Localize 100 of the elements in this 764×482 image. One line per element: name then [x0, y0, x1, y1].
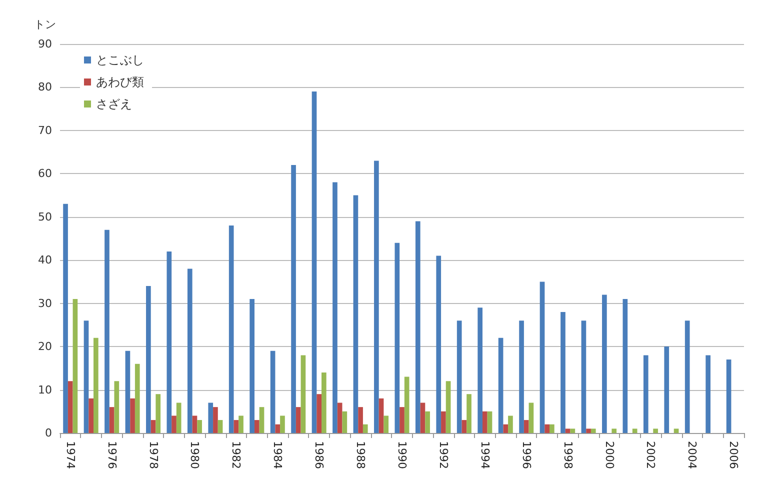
- bar: [94, 338, 98, 433]
- bar: [528, 402, 534, 433]
- y-tick-label: 0: [45, 426, 52, 440]
- bar: [197, 420, 202, 433]
- bar: [664, 346, 670, 433]
- y-tick-label: 10: [38, 383, 52, 396]
- y-axis-title: トン: [34, 18, 56, 31]
- bar: [238, 416, 244, 433]
- bar: [441, 411, 446, 433]
- bar: [415, 221, 420, 433]
- bar: [425, 411, 430, 433]
- y-tick-label: 30: [38, 296, 52, 310]
- y-tick-label: 40: [38, 254, 52, 267]
- bar: [550, 424, 554, 433]
- bar: [404, 376, 410, 433]
- bar: [590, 428, 596, 433]
- x-tick-label: 2000: [602, 441, 616, 469]
- bar: [259, 407, 264, 433]
- bar: [134, 364, 140, 433]
- bar: [524, 420, 529, 433]
- bar: [400, 407, 404, 433]
- bar: [519, 320, 524, 433]
- bar: [446, 381, 451, 433]
- bar: [84, 320, 89, 433]
- bar: [632, 428, 638, 433]
- bar: [353, 195, 358, 433]
- bar: [156, 394, 161, 433]
- bar: [300, 355, 306, 433]
- bar: [420, 402, 426, 433]
- bar: [208, 402, 214, 433]
- x-tick-label: 1982: [230, 441, 243, 469]
- bar: [684, 320, 690, 433]
- bar: [726, 360, 732, 433]
- bar: [570, 428, 576, 433]
- y-tick-label: 90: [38, 38, 52, 50]
- bar: [68, 381, 73, 433]
- bar: [478, 308, 482, 433]
- bar: [581, 320, 586, 433]
- bar: [109, 407, 114, 433]
- bar: [487, 411, 492, 433]
- x-tick-label: 1988: [354, 441, 368, 469]
- x-tick-label: 1986: [312, 441, 326, 469]
- bar: [250, 299, 254, 433]
- y-tick-label: 60: [38, 167, 52, 180]
- bar: [172, 416, 176, 433]
- bar: [280, 416, 285, 433]
- bar: [254, 420, 260, 433]
- bar: [218, 420, 223, 433]
- bar: [602, 294, 607, 433]
- bar: [234, 420, 239, 433]
- y-tick-label: 50: [38, 210, 52, 224]
- bar: [270, 350, 276, 433]
- x-tick-label: 1996: [520, 441, 533, 469]
- y-tick-label: 20: [38, 340, 52, 354]
- bar: [384, 416, 389, 433]
- bar: [378, 398, 384, 433]
- bar: [612, 428, 617, 433]
- bar: [394, 242, 400, 433]
- x-tick-label: 1978: [146, 441, 160, 469]
- x-tick-label: 1992: [436, 441, 450, 469]
- bar: [643, 355, 648, 433]
- bar: [358, 407, 363, 433]
- bar: [362, 424, 368, 433]
- bar: [114, 381, 120, 433]
- bar: [150, 420, 156, 433]
- legend-label: とこぶし: [96, 53, 144, 67]
- bar: [540, 282, 545, 433]
- bar: [228, 226, 234, 433]
- x-tick-label: 1998: [561, 441, 574, 469]
- bar: [176, 402, 182, 433]
- y-tick-label: 80: [38, 80, 52, 94]
- bar: [296, 407, 301, 433]
- bar: [63, 204, 68, 433]
- bar: [291, 165, 296, 433]
- bar: [374, 160, 379, 433]
- bar: [674, 428, 679, 433]
- bar: [316, 394, 322, 433]
- x-tick-label: 2002: [644, 441, 658, 469]
- x-tick-label: 1994: [478, 441, 492, 469]
- x-tick-label: 1990: [396, 441, 408, 469]
- x-tick-label: 1974: [64, 441, 77, 469]
- x-tick-label: 2006: [727, 441, 740, 469]
- bar: [466, 394, 472, 433]
- bar: [72, 299, 78, 433]
- bar: [88, 398, 94, 433]
- bar: [337, 402, 342, 433]
- bar: [104, 230, 110, 433]
- bar: [125, 350, 130, 433]
- bar: [275, 424, 280, 433]
- legend-label: さざえ: [96, 97, 132, 111]
- bar: [332, 182, 338, 433]
- bar: [565, 428, 570, 433]
- bar: [456, 320, 462, 433]
- bar: [130, 398, 135, 433]
- bar: [544, 424, 550, 433]
- bar: [706, 355, 710, 433]
- x-tick-label: 2004: [686, 441, 699, 469]
- bar: [498, 338, 504, 433]
- bar: [586, 428, 591, 433]
- bar: [322, 372, 326, 433]
